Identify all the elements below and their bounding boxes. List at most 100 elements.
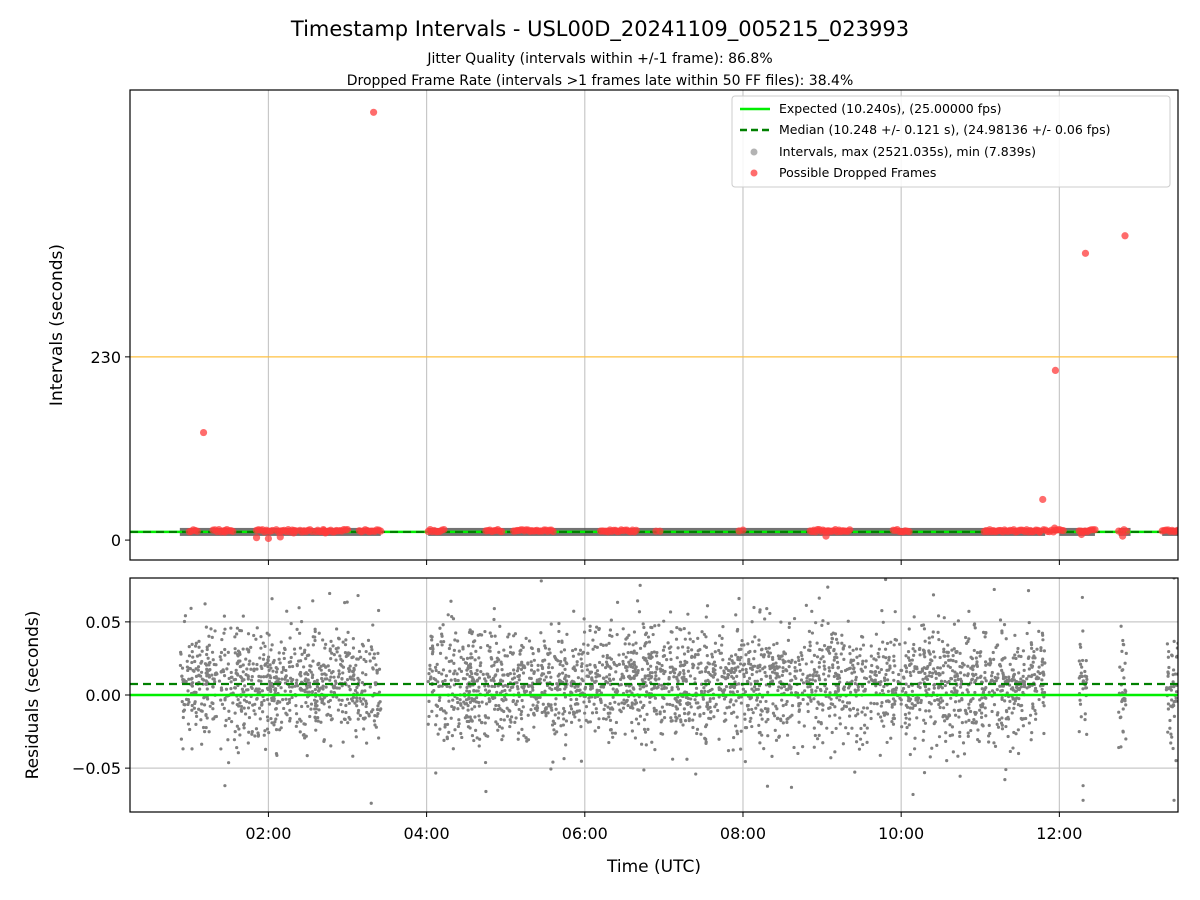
residual-point — [190, 703, 194, 708]
residual-point — [831, 665, 835, 670]
residual-point — [687, 719, 691, 723]
residual-point — [539, 631, 543, 635]
residual-point — [1122, 676, 1126, 680]
dropped-frame-point — [846, 526, 854, 534]
residual-point — [766, 717, 770, 722]
residual-point — [593, 630, 598, 634]
residual-point — [457, 649, 461, 653]
residual-point — [777, 685, 781, 689]
residual-point — [579, 657, 583, 661]
residual-point — [903, 712, 908, 717]
residual-point — [360, 680, 365, 685]
residual-point — [652, 686, 656, 690]
residual-point — [473, 715, 477, 719]
residual-point — [314, 711, 318, 715]
residual-point — [1077, 730, 1081, 734]
residual-point — [1029, 674, 1033, 679]
residual-point — [488, 645, 492, 649]
residual-point — [976, 728, 980, 732]
residual-point — [660, 663, 664, 668]
residual-point — [927, 636, 931, 640]
residual-point — [290, 664, 295, 669]
residual-point — [203, 662, 208, 666]
residual-point — [804, 603, 808, 608]
residual-point — [324, 685, 328, 689]
residual-point — [892, 713, 896, 717]
residual-point — [259, 664, 263, 668]
residual-point — [774, 704, 778, 708]
residual-point — [569, 704, 573, 708]
residual-point — [698, 713, 702, 717]
residual-point — [577, 709, 582, 713]
residual-point — [590, 711, 595, 715]
residual-point — [511, 699, 516, 703]
residual-extreme-point-2 — [539, 579, 543, 583]
residual-point — [850, 726, 854, 730]
residual-point — [459, 703, 463, 707]
residual-point — [350, 669, 355, 674]
residual-point — [903, 664, 907, 668]
residual-point — [613, 731, 617, 735]
residual-point — [531, 688, 535, 692]
residual-point — [187, 677, 191, 681]
residual-point — [709, 709, 713, 714]
residual-point — [557, 672, 562, 676]
residual-point — [199, 670, 204, 674]
residual-point — [896, 679, 900, 684]
residual-point — [331, 644, 335, 648]
residual-point — [658, 710, 662, 714]
residual-point — [1175, 654, 1178, 658]
residual-point — [785, 733, 790, 737]
residual-point — [288, 719, 292, 723]
residual-point — [752, 664, 757, 668]
residual-point — [767, 646, 771, 650]
residual-point — [219, 650, 224, 655]
residual-point — [822, 664, 826, 668]
residual-point — [581, 650, 586, 654]
residual-point — [729, 654, 734, 658]
residual-point — [486, 734, 490, 738]
residual-point — [283, 675, 288, 679]
residual-point — [904, 682, 908, 686]
residual-point — [861, 742, 865, 747]
residual-point — [246, 688, 250, 692]
residual-point — [779, 654, 783, 658]
residual-point — [690, 654, 694, 659]
residual-point — [705, 604, 710, 608]
chart-title: Timestamp Intervals - USL00D_20241109_00… — [290, 17, 909, 42]
residual-point — [227, 716, 231, 721]
residual-point — [219, 747, 223, 751]
residual-point — [975, 660, 979, 664]
residual-point — [691, 718, 695, 722]
residuals-x-ticks: 02:00 04:00 06:00 08:00 10:00 12:00 — [245, 812, 1082, 843]
residual-point — [753, 679, 757, 683]
residual-point — [1025, 631, 1029, 636]
residual-point — [821, 708, 825, 712]
residual-point — [819, 722, 823, 726]
residual-point — [927, 687, 931, 691]
residual-point — [546, 665, 551, 670]
residual-point — [1174, 759, 1178, 763]
residual-point — [236, 653, 240, 657]
residual-point — [645, 690, 649, 694]
residual-point — [674, 715, 678, 719]
residual-point — [901, 686, 906, 691]
residual-point — [789, 687, 793, 691]
residual-point — [186, 689, 190, 693]
residual-point — [682, 671, 686, 676]
residual-point — [1002, 623, 1007, 627]
residual-point — [361, 671, 365, 675]
residual-point — [199, 709, 203, 713]
residual-point — [634, 717, 639, 721]
residual-point — [430, 635, 434, 639]
residuals-plot-area — [130, 578, 1178, 805]
residual-point — [630, 729, 635, 733]
residual-point — [763, 617, 767, 621]
residual-point — [771, 711, 776, 715]
residual-point — [722, 669, 726, 673]
residual-point — [939, 679, 944, 683]
residual-point — [892, 687, 896, 691]
residual-point — [205, 667, 209, 671]
residual-point — [823, 678, 827, 682]
residual-point — [197, 645, 201, 649]
